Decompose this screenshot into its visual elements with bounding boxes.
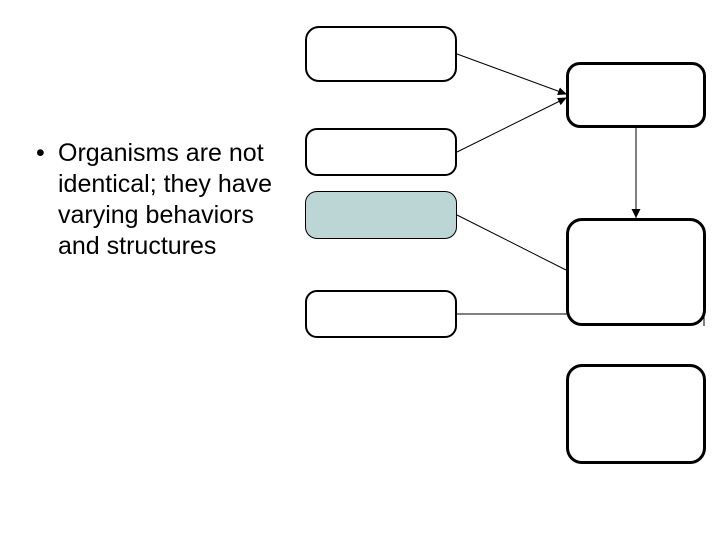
node-left-1 bbox=[305, 26, 457, 82]
bullet-body: Organisms are not identical; they have v… bbox=[58, 138, 296, 262]
node-right-2 bbox=[566, 218, 706, 326]
node-right-3 bbox=[566, 364, 706, 464]
node-right-1 bbox=[566, 62, 706, 128]
node-left-2 bbox=[305, 128, 457, 176]
bullet-text-block: • Organisms are not identical; they have… bbox=[24, 138, 296, 262]
node-left-4 bbox=[305, 290, 457, 338]
bullet-dot: • bbox=[24, 138, 58, 169]
node-left-3-highlight bbox=[305, 191, 457, 239]
diagram-canvas: • Organisms are not identical; they have… bbox=[0, 0, 720, 540]
